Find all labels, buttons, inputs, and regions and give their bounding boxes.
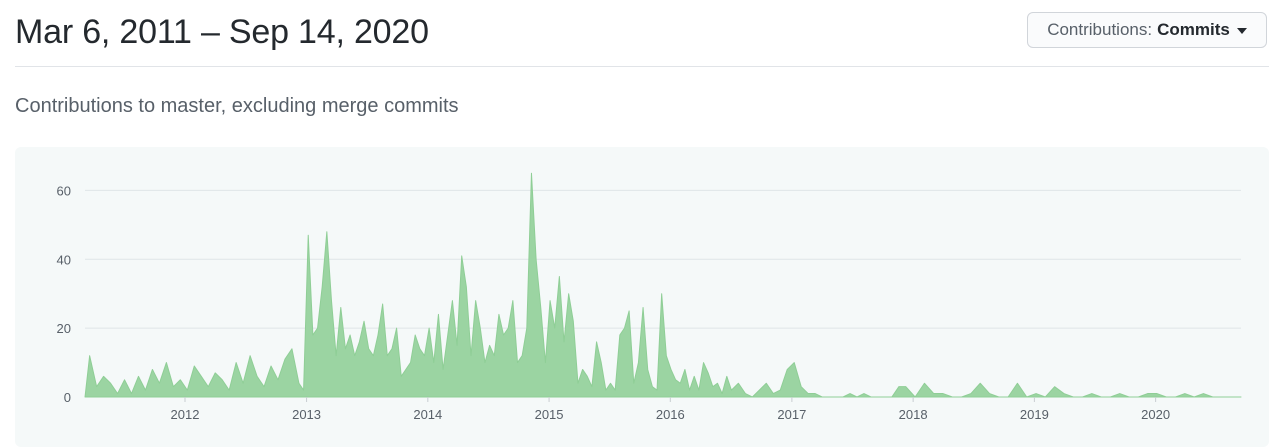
x-tick-label-2018: 2018 (899, 407, 928, 422)
area-series-0 (84, 172, 1242, 398)
chart-subtitle: Contributions to master, excluding merge… (15, 95, 459, 117)
area-series (84, 172, 1242, 398)
x-tick-label-2017: 2017 (777, 407, 806, 422)
header-divider (15, 66, 1269, 67)
chart-panel: 0 20 40 60 2012 2013 2014 2015 2016 2017 2018 2019… (15, 147, 1269, 447)
y-tick-label-60: 60 (57, 183, 71, 198)
date-range-title: Mar 6, 2011 – Sep 14, 2020 (15, 13, 429, 51)
contributions-label: Contributions: (1047, 20, 1153, 39)
y-axis: 0 20 40 60 (57, 183, 71, 405)
contributions-value: Commits (1157, 20, 1230, 39)
x-tick-label-2013: 2013 (292, 407, 321, 422)
contributions-area-chart: 0 20 40 60 2012 2013 2014 2015 2016 2017 2018 2019… (57, 172, 1242, 422)
x-tick-label-2016: 2016 (656, 407, 685, 422)
x-tick-label-2020: 2020 (1141, 407, 1170, 422)
x-tick-label-2019: 2019 (1020, 407, 1049, 422)
x-tick-label-2014: 2014 (413, 407, 442, 422)
x-tick-label-2012: 2012 (171, 407, 200, 422)
caret-down-icon (1236, 28, 1247, 34)
y-tick-label-40: 40 (57, 252, 71, 267)
x-tick-label-2015: 2015 (535, 407, 564, 422)
contributions-dropdown-button[interactable]: Contributions: Commits (1027, 12, 1267, 48)
y-tick-label-0: 0 (64, 390, 71, 405)
y-tick-label-20: 20 (57, 321, 71, 336)
x-axis: 2012 2013 2014 2015 2016 2017 2018 2019 2020 (171, 397, 1170, 422)
